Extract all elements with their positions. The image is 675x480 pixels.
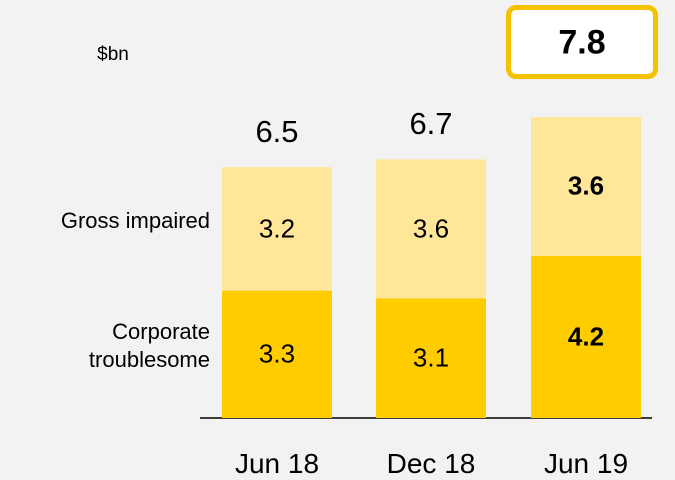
- bar-segment: [376, 298, 486, 418]
- value-label: 3.3: [258, 338, 296, 369]
- value-label: 3.6: [412, 213, 450, 244]
- unit-label: $bn: [97, 44, 129, 65]
- total-label: 7.8: [558, 23, 606, 62]
- x-tick-label: Jun 19: [543, 448, 629, 479]
- bar-segment: [222, 290, 332, 418]
- total-label: 6.7: [409, 106, 453, 142]
- total-label: 6.5: [255, 114, 299, 150]
- series-label: Gross impaired: [60, 207, 210, 233]
- bar-segment: [222, 167, 332, 291]
- value-label: 3.6: [567, 170, 605, 201]
- highlight-box: [506, 5, 658, 79]
- bar-segment: [531, 255, 641, 418]
- x-tick-label: Dec 18: [386, 448, 476, 479]
- value-label: 3.1: [412, 342, 450, 373]
- x-tick-label: Jun 18: [234, 448, 320, 479]
- value-label: 4.2: [567, 321, 605, 352]
- bar-segment: [531, 117, 641, 256]
- bar-segment: [376, 159, 486, 299]
- value-label: 3.2: [258, 213, 296, 244]
- series-label: Corporate troublesome: [88, 319, 210, 373]
